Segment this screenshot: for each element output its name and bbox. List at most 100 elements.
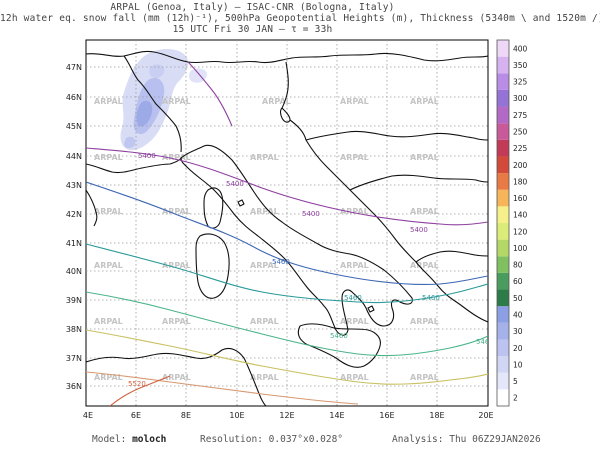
- border-alpine: [123, 55, 182, 153]
- watermark-text: ARPAL: [162, 261, 191, 270]
- colorbar-swatch: [497, 289, 509, 307]
- colorbar-swatch: [497, 339, 509, 357]
- watermark-text: ARPAL: [410, 207, 439, 216]
- longitude-tick-label: 20E: [478, 411, 493, 420]
- analysis-label: Analysis:: [392, 434, 444, 445]
- footer-resolution: Resolution: 0.037°x0.028°: [200, 434, 343, 445]
- watermark-text: ARPAL: [250, 317, 279, 326]
- contour-label-layer: 5400 5400 5460 5460 5460 5400 5520 5400 …: [128, 152, 494, 388]
- watermark-text: ARPAL: [162, 153, 191, 162]
- latitude-tick-label: 38N: [66, 325, 82, 334]
- contour-label: 5400: [302, 210, 320, 218]
- colorbar-swatch: [497, 389, 509, 406]
- colorbar-level-label: 5: [513, 377, 518, 386]
- watermark-text: ARPAL: [162, 97, 191, 106]
- watermark-text: ARPAL: [340, 317, 369, 326]
- watermark-text: ARPAL: [410, 153, 439, 162]
- watermark-text: ARPAL: [162, 317, 191, 326]
- latitude-tick-label: 39N: [66, 296, 82, 305]
- border-albania: [415, 250, 488, 263]
- contour-label: 5460: [476, 338, 494, 346]
- contour-label: 5460: [272, 258, 290, 266]
- watermark-text: ARPAL: [250, 153, 279, 162]
- watermark-layer: ARPAL ARPAL ARPAL ARPAL ARPAL ARPAL ARPAL ARPAL…: [94, 97, 439, 382]
- map-title-line-3: 15 UTC Fri 30 JAN — τ = 33h: [172, 24, 333, 35]
- colorbar-level-label: 180: [513, 177, 528, 186]
- colorbar-level-label: 325: [513, 78, 528, 87]
- colorbar-level-label: 2: [513, 394, 518, 403]
- contour-label: 5520: [128, 380, 146, 388]
- colorbar-level-label: 10: [513, 360, 523, 369]
- colorbar-swatch: [497, 56, 509, 74]
- colorbar-level-label: 40: [513, 311, 523, 320]
- colorbar-level-label: 80: [513, 261, 523, 270]
- latitude-tick-label: 43N: [66, 181, 82, 190]
- colorbar-level-label: 30: [513, 327, 523, 336]
- longitude-tick-label: 18E: [429, 411, 444, 420]
- colorbar-level-label: 300: [513, 94, 528, 103]
- colorbar-swatch: [497, 173, 509, 190]
- map-title-line-2: 12h water eq. snow fall (mm (12h)⁻¹), 50…: [0, 13, 600, 24]
- colorbar-swatch: [497, 239, 509, 257]
- border-north: [86, 50, 488, 64]
- watermark-text: ARPAL: [250, 207, 279, 216]
- watermark-text: ARPAL: [340, 153, 369, 162]
- colorbar-level-label: 50: [513, 294, 523, 303]
- colorbar-swatch: [497, 73, 509, 90]
- longitude-tick-label: 14E: [329, 411, 344, 420]
- footer-model: Model: moloch: [92, 434, 166, 445]
- latitude-tick-label: 36N: [66, 382, 82, 391]
- border-balkans-inland: [305, 130, 488, 141]
- colorbar-level-label: 60: [513, 277, 523, 286]
- latitude-tick-label: 44N: [66, 152, 82, 161]
- colorbar-swatch: [497, 206, 509, 223]
- watermark-text: ARPAL: [94, 97, 123, 106]
- latitude-axis: 47N 46N 45N 44N 43N 42N 41N 40N 39N 38N 37N 36N: [66, 63, 82, 391]
- coastline-italy: [180, 144, 413, 336]
- colorbar-level-label: 200: [513, 161, 528, 170]
- coastline-layer: [86, 50, 488, 406]
- watermark-text: ARPAL: [340, 261, 369, 270]
- colorbar-level-label: 140: [513, 211, 528, 220]
- watermark-text: ARPAL: [94, 153, 123, 162]
- colorbar-swatch: [497, 123, 509, 140]
- watermark-text: ARPAL: [262, 97, 291, 106]
- colorbar-swatch: [497, 356, 509, 373]
- island-elba: [237, 199, 245, 207]
- watermark-text: ARPAL: [410, 97, 439, 106]
- watermark-text: ARPAL: [340, 97, 369, 106]
- colorbar-swatch: [497, 306, 509, 323]
- coastline-sardinia: [195, 233, 230, 299]
- colorbar-swatch: [497, 156, 509, 174]
- contour-label: 5400: [226, 180, 244, 188]
- snowfall-area: [120, 48, 207, 151]
- latitude-tick-label: 41N: [66, 239, 82, 248]
- watermark-text: ARPAL: [410, 317, 439, 326]
- watermark-text: ARPAL: [340, 373, 369, 382]
- contour-layer: [86, 61, 488, 406]
- watermark-text: ARPAL: [250, 373, 279, 382]
- longitude-tick-label: 8E: [181, 411, 191, 420]
- colorbar-swatch: [497, 272, 509, 290]
- longitude-tick-label: 12E: [279, 411, 294, 420]
- coastline-africa: [86, 347, 267, 406]
- colorbar-level-label: 250: [513, 128, 528, 137]
- colorbar-swatch: [497, 256, 509, 273]
- watermark-text: ARPAL: [94, 261, 123, 270]
- longitude-tick-label: 10E: [229, 411, 244, 420]
- contour-label: 5460: [330, 332, 348, 340]
- latitude-tick-label: 47N: [66, 63, 82, 72]
- island-lipari: [367, 305, 375, 313]
- contour-label: 5400: [410, 226, 428, 234]
- colorbar-level-label: 120: [513, 227, 528, 236]
- latitude-tick-label: 46N: [66, 93, 82, 102]
- resolution-value: 0.037°x0.028°: [268, 434, 344, 445]
- latitude-tick-label: 42N: [66, 210, 82, 219]
- colorbar-swatch: [497, 40, 509, 57]
- colorbar-level-label: 20: [513, 344, 523, 353]
- watermark-text: ARPAL: [410, 261, 439, 270]
- watermark-text: ARPAL: [162, 207, 191, 216]
- resolution-label: Resolution:: [200, 434, 263, 445]
- watermark-text: ARPAL: [340, 207, 369, 216]
